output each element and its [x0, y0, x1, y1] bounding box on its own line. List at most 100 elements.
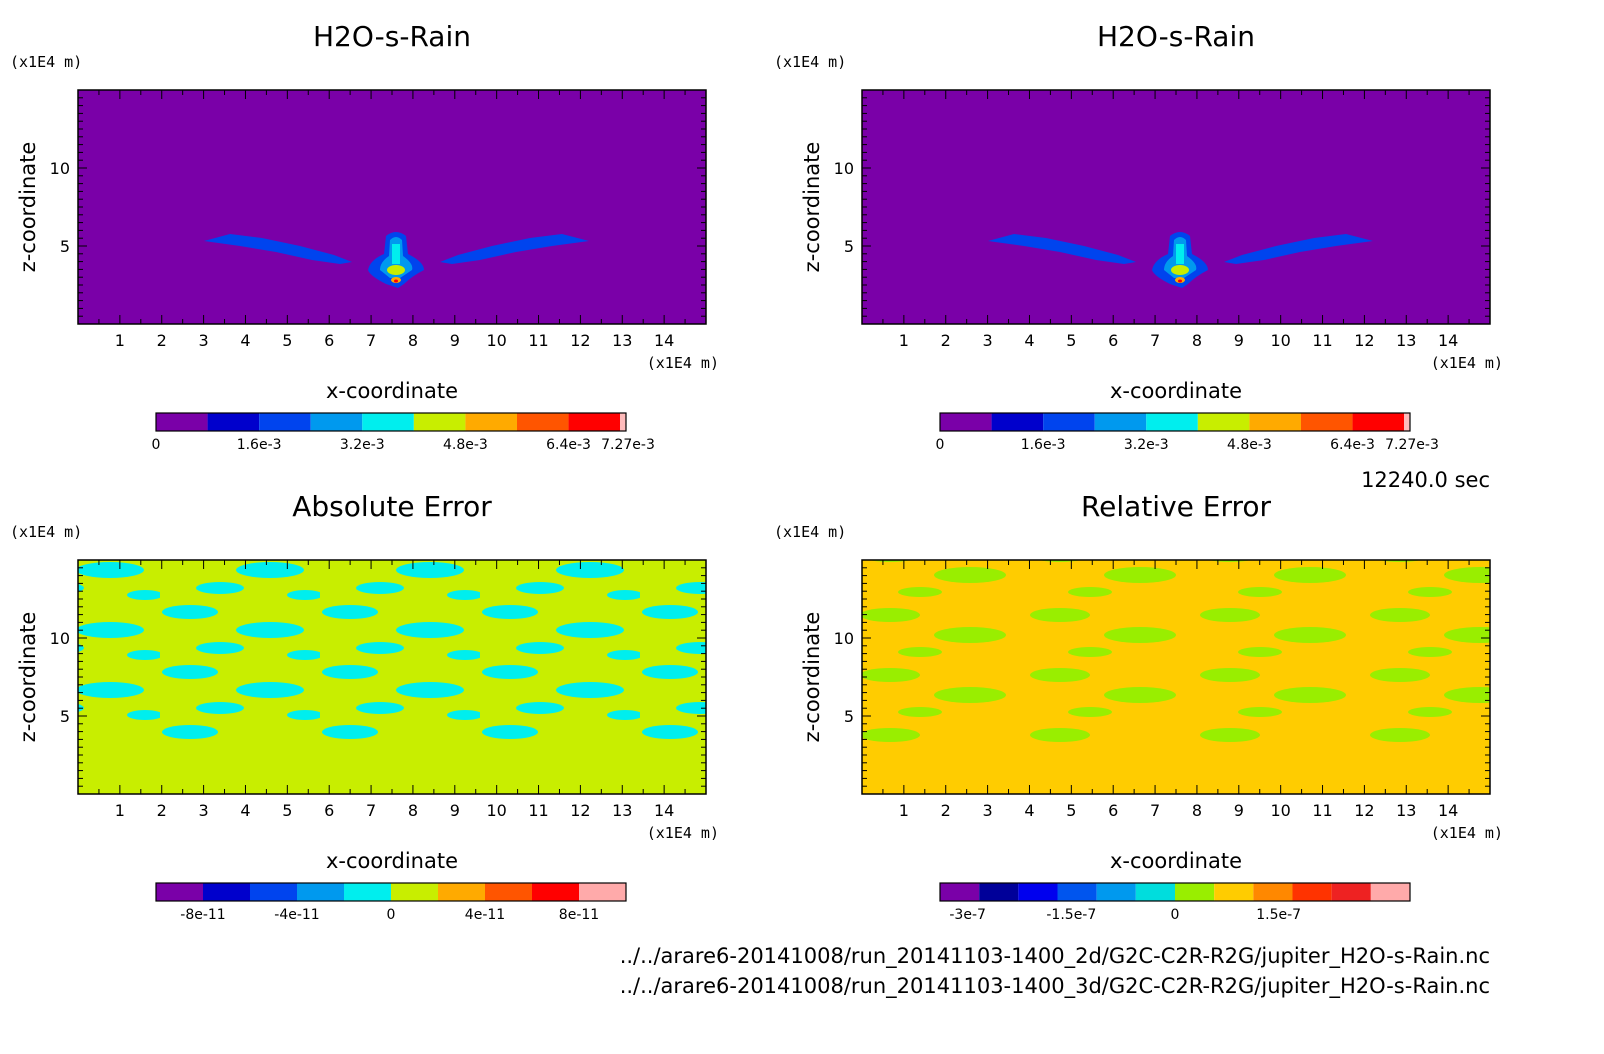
x-tick-label: 13: [612, 331, 632, 350]
colorbar-segment: [1146, 413, 1198, 431]
x-tick-label: 10: [1270, 331, 1290, 350]
x-tick-label: 1: [899, 801, 909, 820]
core-peak: [1171, 265, 1189, 275]
x-axis-label: x-coordinate: [1110, 379, 1242, 403]
core-max-red: [1178, 279, 1182, 283]
panel-absolute-error: Absolute Error (x1E4 m) (x1E4 m) x-coord…: [10, 490, 719, 923]
colorbar-frame: [155, 882, 627, 902]
right-rain-band: [1224, 234, 1373, 264]
x-tick-label: 9: [450, 801, 460, 820]
colorbar-segment: [1352, 413, 1405, 431]
colorbar-segment: [207, 413, 260, 431]
colorbar-tick-label: 3.2e-3: [1124, 437, 1169, 453]
colorbar-segment: [940, 413, 992, 431]
plot-area: 1 2 3 4 5 6 7 8 9 10 11 12 13 14 510: [50, 89, 707, 350]
x-tick-labels: 1 2 3 4 5 6 7 8 9 10 11 12 13 14: [115, 801, 675, 820]
panel-rain-3d: H2O-s-Rain (x1E4 m) (x1E4 m) x-coordinat…: [774, 20, 1503, 453]
y-axis-label: z-coordinate: [16, 612, 40, 743]
x-tick-labels: 1 2 3 4 5 6 7 8 9 10 11 12 13 14: [899, 331, 1459, 350]
colorbar-tick-label: 4e-11: [465, 907, 505, 923]
colorbar-segment: [1018, 883, 1058, 901]
x-tick-label: 1: [115, 801, 125, 820]
x-tick-label: 1: [899, 331, 909, 350]
x-axis-label: x-coordinate: [326, 379, 458, 403]
colorbar-segment: [310, 413, 363, 431]
colorbar-tick-label: 4.8e-3: [1227, 437, 1272, 453]
x-tick-labels: 1 2 3 4 5 6 7 8 9 10 11 12 13 14: [899, 801, 1459, 820]
colorbar-segment: [1214, 883, 1254, 901]
x-tick-label: 11: [1312, 331, 1332, 350]
colorbar-segment: [1300, 413, 1353, 431]
colorbar-segment: [1135, 883, 1175, 901]
y-tick-label: 5: [60, 237, 70, 256]
colorbar-tick-label: 0: [387, 907, 396, 923]
colorbar-tick-label: 0: [936, 437, 945, 453]
x-tick-label: 1: [115, 331, 125, 350]
y-tick-labels: 5 10: [834, 629, 854, 726]
x-axis-label: x-coordinate: [326, 849, 458, 873]
x-tick-label: 3: [983, 801, 993, 820]
colorbar-tick-label: 7.27e-3: [601, 437, 655, 453]
x-tick-label: 8: [408, 331, 418, 350]
colorbar-segment: [297, 883, 344, 901]
x-tick-label: 14: [654, 331, 674, 350]
x-tick-label: 5: [282, 801, 292, 820]
colorbar-tick-label: 1.6e-3: [237, 437, 282, 453]
error-field-lower: [78, 740, 706, 794]
core-inner: [392, 244, 400, 264]
y-tick-labels: 5 10: [50, 159, 70, 256]
colorbar-segment: [203, 883, 250, 901]
colorbar-segment: [485, 883, 532, 901]
y-tick-labels: 5 10: [834, 159, 854, 256]
x-tick-label: 4: [240, 331, 250, 350]
x-tick-label: 3: [983, 331, 993, 350]
panel-title: H2O-s-Rain: [1097, 20, 1255, 53]
colorbar-segment: [156, 413, 208, 431]
colorbar-segment: [579, 883, 626, 901]
colorbar-tick-label: 0: [152, 437, 161, 453]
rain-field: [988, 232, 1373, 288]
y-tick-label: 10: [834, 159, 854, 178]
y-unit-label: (x1E4 m): [774, 523, 846, 541]
x-tick-label: 8: [1192, 331, 1202, 350]
x-tick-label: 10: [1270, 801, 1290, 820]
footer-file-3d: ../../arare6-20141008/run_20141103-1400_…: [620, 974, 1490, 999]
core-max-red: [394, 279, 398, 283]
y-tick-labels: 5 10: [50, 629, 70, 726]
colorbar-tick-label: -8e-11: [180, 907, 225, 923]
left-rain-band: [988, 234, 1136, 264]
colorbar-segment: [1292, 883, 1332, 901]
x-unit-label: (x1E4 m): [647, 824, 719, 842]
x-tick-label: 2: [157, 331, 167, 350]
x-tick-label: 5: [282, 331, 292, 350]
y-axis-label: z-coordinate: [800, 142, 824, 273]
x-tick-label: 2: [157, 801, 167, 820]
x-tick-label: 10: [486, 331, 506, 350]
plot-area: 1 2 3 4 5 6 7 8 9 10 11 12 13 14 510: [834, 89, 1491, 350]
colorbar: -3e-7 -1.5e-7 0 1.5e-7: [939, 882, 1411, 923]
x-tick-label: 8: [408, 801, 418, 820]
x-tick-label: 6: [324, 801, 334, 820]
x-axis-label: x-coordinate: [1110, 849, 1242, 873]
colorbar-segment: [991, 413, 1044, 431]
x-tick-label: 6: [324, 331, 334, 350]
x-tick-label: 2: [941, 801, 951, 820]
x-tick-label: 10: [486, 801, 506, 820]
rain-field: [204, 232, 589, 288]
footer-file-2d: ../../arare6-20141008/run_20141103-1400_…: [620, 944, 1490, 969]
right-rain-band: [440, 234, 589, 264]
x-tick-label: 12: [570, 331, 590, 350]
x-tick-label: 12: [1354, 801, 1374, 820]
colorbar-segment: [465, 413, 517, 431]
y-tick-label: 10: [50, 159, 70, 178]
y-unit-label: (x1E4 m): [774, 53, 846, 71]
colorbar-frame: [939, 412, 1411, 432]
colorbar-segment: [1370, 883, 1410, 901]
x-tick-label: 6: [1108, 331, 1118, 350]
colorbar-tick-label: 1.6e-3: [1021, 437, 1066, 453]
colorbar-segment: [250, 883, 297, 901]
x-tick-label: 4: [1024, 331, 1034, 350]
x-tick-label: 8: [1192, 801, 1202, 820]
x-tick-label: 11: [528, 801, 548, 820]
core-inner: [1176, 244, 1184, 264]
